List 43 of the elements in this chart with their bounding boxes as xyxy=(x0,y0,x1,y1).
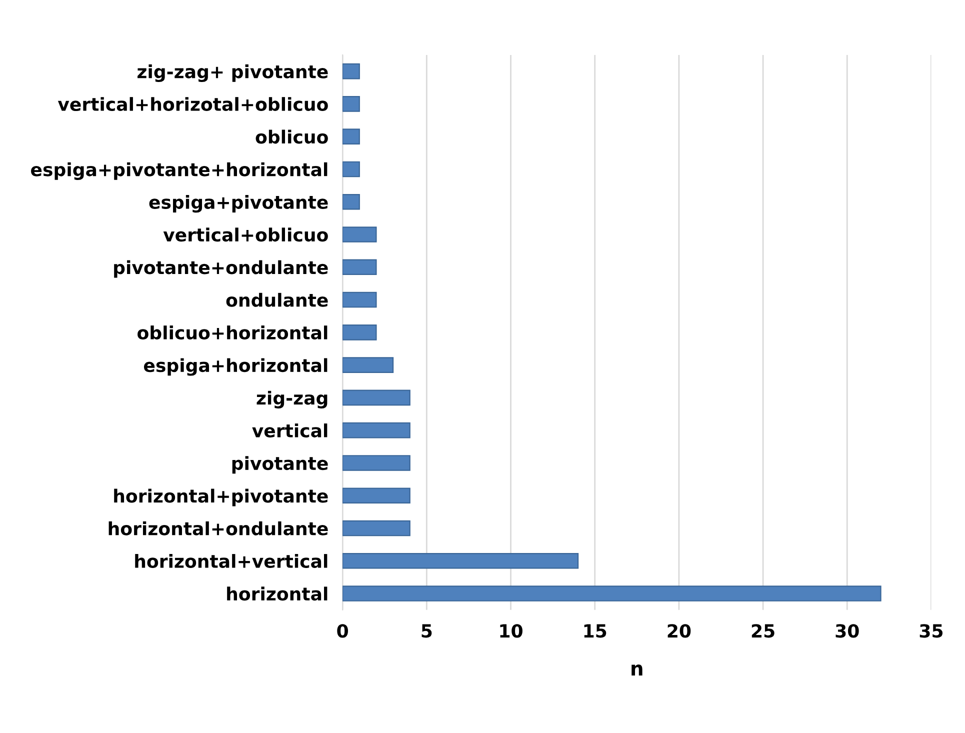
y-tick-label: pivotante+ondulante xyxy=(114,260,328,278)
x-tick-label: 10 xyxy=(500,624,522,638)
x-tick-label: 35 xyxy=(920,624,943,638)
y-tick-label: oblicuo+horizontal xyxy=(138,326,328,340)
y-tick-label: horizontal xyxy=(227,586,328,601)
y-tick-label: oblicuo xyxy=(256,130,328,144)
y-tick-label: horizontal+pivotante xyxy=(114,488,328,506)
bar xyxy=(342,194,360,210)
bar xyxy=(342,63,360,80)
y-tick-label: zig-zag xyxy=(256,390,328,408)
y-tick-label: vertical xyxy=(252,423,328,438)
x-tick-label: 30 xyxy=(836,624,859,638)
x-tick-label: 5 xyxy=(422,624,432,638)
y-tick-label: vertical+oblicuo xyxy=(163,228,328,242)
y-tick-label: vertical+horizotal+oblicuo xyxy=(58,97,328,112)
bar xyxy=(342,455,410,471)
x-tick-label: 25 xyxy=(752,624,774,638)
bar xyxy=(342,488,410,504)
bar xyxy=(342,96,360,112)
y-tick-label: horizontal+ondulante xyxy=(108,521,328,536)
bar xyxy=(342,128,360,144)
x-axis-title: n xyxy=(632,664,642,676)
bar xyxy=(342,292,377,308)
x-tick-label: 20 xyxy=(668,624,691,638)
x-tick-label: 15 xyxy=(584,624,606,638)
y-tick-label: zig-zag+ pivotante xyxy=(138,64,328,82)
bar xyxy=(342,161,360,178)
bar xyxy=(342,259,377,276)
bar xyxy=(342,586,882,602)
bar xyxy=(342,324,377,340)
bar xyxy=(342,226,377,242)
y-tick-label: ondulante xyxy=(226,292,328,307)
y-tick-label: espiga+pivotante xyxy=(149,194,328,213)
bar xyxy=(342,552,579,569)
bar xyxy=(342,520,410,536)
bar xyxy=(342,422,410,438)
y-tick-label: horizontal+vertical xyxy=(135,554,328,568)
bar xyxy=(342,357,394,373)
bar xyxy=(342,390,410,406)
x-tick-label: 0 xyxy=(337,624,348,638)
y-tick-label: pivotante xyxy=(232,456,328,474)
y-tick-label: espiga+pivotante+horizontal xyxy=(31,162,328,180)
y-tick-label: espiga+horizontal xyxy=(144,358,328,376)
